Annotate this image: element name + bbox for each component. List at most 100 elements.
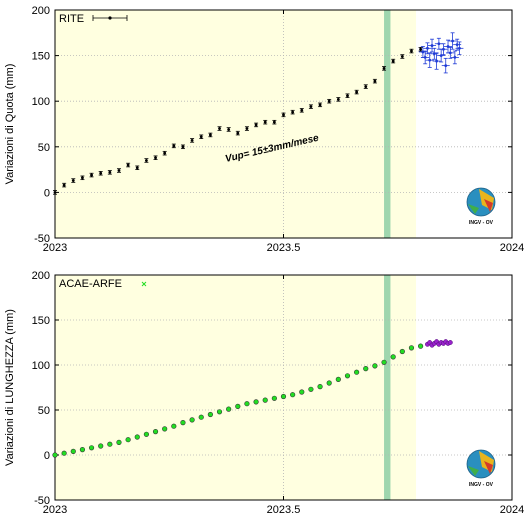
axis-ticks: -50 0 50 100 150 200 2023 2023.5 2024 xyxy=(32,270,525,516)
data-point xyxy=(336,97,340,101)
data-point xyxy=(181,145,185,149)
data-point xyxy=(143,431,149,437)
data-point xyxy=(317,384,323,390)
data-point xyxy=(327,99,331,103)
x-tick-label: 2023 xyxy=(43,504,67,516)
data-point xyxy=(199,135,203,139)
data-point xyxy=(390,354,396,360)
data-point xyxy=(426,46,429,50)
data-point xyxy=(335,376,341,383)
data-point xyxy=(218,127,221,130)
data-point xyxy=(271,395,277,401)
x-tick-label: 2024 xyxy=(500,242,524,254)
highlight-span xyxy=(55,10,417,238)
data-point xyxy=(198,414,204,420)
data-point xyxy=(70,448,76,455)
y-tick-label: 150 xyxy=(32,51,50,63)
data-point xyxy=(134,434,140,440)
y-tick-label: 200 xyxy=(32,5,50,17)
data-points xyxy=(52,339,453,458)
data-point xyxy=(263,120,267,124)
data-point xyxy=(126,163,130,167)
panel-quota: -50 0 50 100 150 200 2023 2023.5 2024 Variazioni… xyxy=(4,5,524,254)
data-point xyxy=(152,429,159,435)
data-point xyxy=(226,406,232,412)
y-tick-label: 50 xyxy=(38,405,50,417)
data-point xyxy=(90,173,93,177)
highlight-span xyxy=(55,275,417,500)
data-point xyxy=(190,139,194,142)
data-point xyxy=(79,447,86,453)
data-point xyxy=(354,369,360,375)
logo-green xyxy=(468,466,479,476)
logo-caption: INGV - OV xyxy=(469,220,494,226)
x-tick-label: 2023.5 xyxy=(267,504,301,516)
data-point xyxy=(81,176,84,180)
data-point xyxy=(227,128,231,131)
grid-lines xyxy=(55,275,512,500)
data-point xyxy=(282,113,285,117)
data-point xyxy=(253,399,259,405)
legend-marker xyxy=(108,16,112,20)
data-point xyxy=(400,55,404,58)
y-tick-label: 100 xyxy=(32,96,50,108)
event-band xyxy=(384,275,391,500)
event-band xyxy=(384,10,391,238)
data-point xyxy=(455,43,459,47)
data-point xyxy=(189,417,195,423)
data-point xyxy=(236,131,240,135)
logo-red xyxy=(484,199,493,212)
data-point xyxy=(458,46,461,50)
data-point xyxy=(99,171,103,175)
y-tick-label: 50 xyxy=(38,142,50,154)
data-point xyxy=(453,56,457,59)
data-point xyxy=(154,156,157,160)
data-point xyxy=(180,420,186,426)
data-point xyxy=(364,85,368,89)
data-point xyxy=(381,359,387,365)
data-point xyxy=(291,110,295,114)
data-point xyxy=(410,49,413,53)
data-point xyxy=(98,443,104,449)
y-axis-title: Variazioni di Quota (mm) xyxy=(4,64,16,185)
grid-lines xyxy=(55,10,512,238)
data-point xyxy=(162,426,168,432)
data-point xyxy=(216,409,223,415)
data-point xyxy=(419,47,422,51)
y-tick-label: 200 xyxy=(32,270,50,282)
data-point xyxy=(53,191,57,194)
panel-lunghezza: -50 0 50 100 150 200 2023 2023.5 2024 Variazioni… xyxy=(4,270,524,516)
data-point xyxy=(448,51,452,55)
data-point xyxy=(435,59,438,63)
data-point xyxy=(437,42,441,46)
y-axis-title: Variazioni di LUNGHEZZA (mm) xyxy=(4,309,16,466)
data-point xyxy=(326,380,332,386)
data-point xyxy=(391,59,395,63)
legend-marker xyxy=(141,281,147,287)
data-point xyxy=(451,39,454,43)
y-tick-label: -50 xyxy=(34,495,50,507)
data-point xyxy=(442,47,445,51)
series-label: RITE xyxy=(59,13,84,25)
data-point xyxy=(290,392,296,398)
x-tick-label: 2023.5 xyxy=(267,242,301,254)
data-point xyxy=(318,103,322,107)
data-point xyxy=(171,423,177,429)
data-point xyxy=(61,450,67,456)
logo-green xyxy=(468,204,479,214)
data-point xyxy=(280,393,287,400)
data-point xyxy=(245,127,249,130)
y-tick-label: 0 xyxy=(44,187,50,199)
ingv-logo: INGV - OV xyxy=(466,187,496,226)
data-points xyxy=(53,32,464,195)
legend-key xyxy=(141,281,147,287)
data-point xyxy=(262,397,268,403)
logo-rim xyxy=(466,449,496,479)
data-point xyxy=(235,403,241,410)
data-point xyxy=(428,58,432,62)
data-point xyxy=(116,439,122,446)
x-tick-label: 2024 xyxy=(500,504,524,516)
data-point xyxy=(62,183,66,187)
data-point xyxy=(373,79,377,83)
